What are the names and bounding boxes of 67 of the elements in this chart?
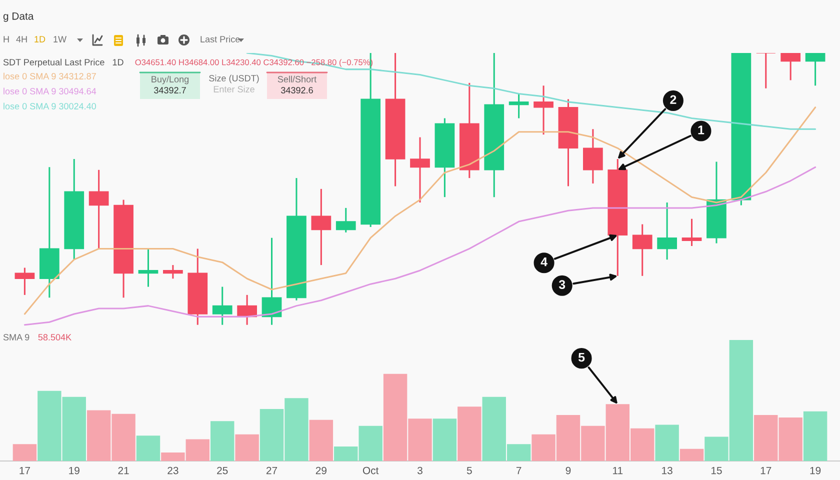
annotation: Sell/Short (278, 76, 317, 82)
bar (309, 420, 334, 461)
bar (210, 421, 234, 461)
bar (136, 436, 160, 461)
bar (12, 444, 37, 461)
candlestick (336, 207, 356, 234)
candlestick (682, 218, 702, 247)
candlestick (262, 237, 282, 326)
annotation: Enter Size (214, 86, 254, 92)
x-tick-label: 19 (69, 466, 80, 474)
candlestick (88, 169, 109, 250)
bar (655, 424, 679, 461)
chart-title: g Data (3, 12, 34, 22)
text: lose 0 SMA 9 30494.64 (4, 88, 96, 94)
candlestick (657, 202, 677, 260)
candlestick (583, 128, 603, 184)
annotation: 1 (698, 126, 704, 134)
bar (458, 406, 482, 461)
annotation: 34392.6 (281, 87, 313, 94)
x-tick-label: 25 (217, 466, 228, 474)
annotation: 34392.7 (154, 87, 186, 94)
text: Last Price (200, 36, 240, 42)
candlestick (311, 188, 332, 266)
candlestick (780, 53, 801, 81)
candlestick (508, 93, 529, 120)
annotation: 5 (578, 352, 585, 362)
text: lose 0 SMA 9 34312.87 (4, 72, 96, 80)
text: 4H (16, 36, 27, 42)
x-tick-label: 11 (613, 466, 623, 474)
x-tick-label: 23 (168, 466, 178, 474)
x-tick-label: 19 (810, 466, 821, 474)
bar (803, 411, 828, 461)
bar (235, 434, 259, 461)
x-tick-label: 15 (711, 466, 722, 474)
candlestick (138, 248, 158, 288)
annotation: 3 (558, 280, 566, 290)
text: 1D (34, 36, 46, 42)
text: H (4, 36, 9, 42)
candlestick (163, 264, 183, 280)
candlestick (756, 53, 776, 90)
x-tick-label: 29 (316, 466, 326, 474)
candlestick (410, 136, 430, 204)
candlestick (212, 286, 232, 326)
x-tick-label: 27 (266, 466, 278, 474)
bar (432, 418, 457, 461)
annotation: 2 (670, 95, 676, 104)
x-tick-label: 3 (418, 466, 422, 474)
x-tick-label: Oct (362, 466, 379, 474)
annotation: Size (USDT) (209, 74, 259, 84)
candlestick (632, 223, 652, 277)
x-tick-label: 17 (760, 466, 772, 474)
bar (680, 448, 704, 461)
x-tick-label: 21 (118, 466, 129, 474)
candlestick (534, 84, 554, 136)
annotation: SMA 9 58.504K (3, 334, 72, 340)
x-tick-label: 5 (466, 466, 472, 474)
text: 1W (54, 36, 67, 42)
x-tick-label: 13 (662, 466, 672, 474)
text: SDT Perpetual Last Price 1D (3, 58, 124, 68)
x-tick-label: 17 (20, 466, 30, 474)
x-tick-label: 9 (566, 466, 571, 474)
candlestick (805, 53, 826, 86)
x-tick-label: 7 (516, 466, 522, 474)
annotation: Buy/Long (152, 76, 188, 84)
text: lose 0 SMA 9 30024.40 (4, 102, 96, 110)
candlestick (14, 266, 35, 296)
annotation: 4 (540, 258, 548, 266)
